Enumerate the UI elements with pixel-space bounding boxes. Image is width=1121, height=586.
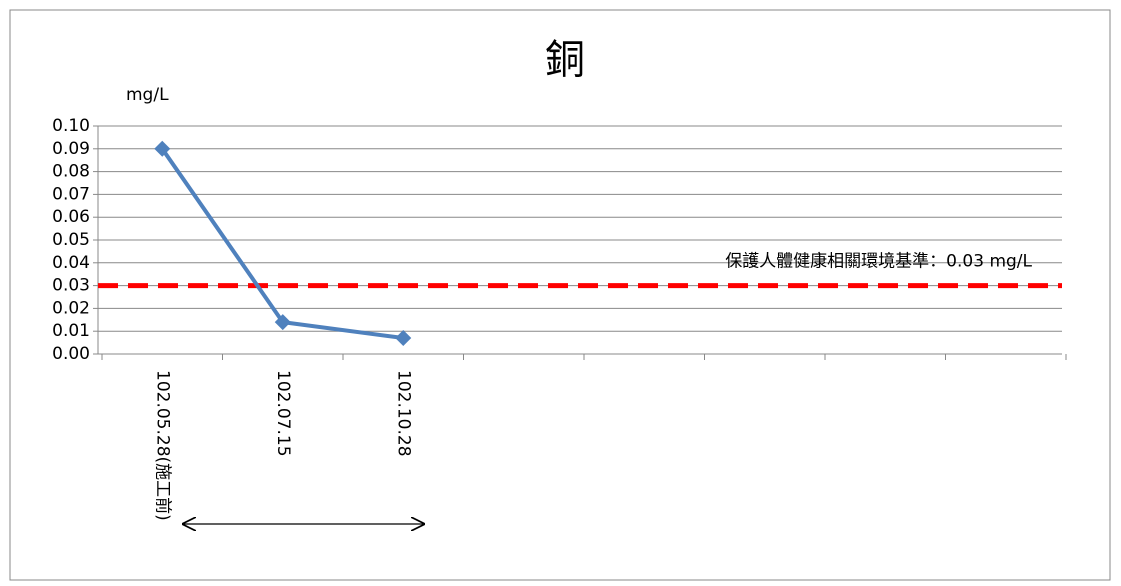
data-point [395,330,412,347]
y-tick-label: 0.08 [52,162,90,182]
x-tick-label: 102.07.15 [273,370,293,457]
y-tick-label: 0.05 [52,230,90,250]
y-tick-label: 0.00 [52,344,90,364]
x-tick-label: 102.05.28(施工前) [152,370,172,521]
y-tick-label: 0.10 [52,116,90,136]
y-tick-label: 0.04 [52,253,90,273]
data-point [154,140,171,157]
x-tick-label: 102.10.28 [393,370,413,457]
chart-title: 銅 [545,37,585,83]
y-tick-label: 0.06 [52,207,90,227]
y-axis-label: mg/L [126,85,169,105]
y-tick-label: 0.02 [52,298,90,318]
y-tick-label: 0.09 [52,139,90,159]
y-tick-label: 0.01 [52,321,90,341]
y-tick-label: 0.07 [52,184,90,204]
reference-label: 保護人體健康相關環境基準：0.03 mg/L [725,252,1032,272]
y-tick-label: 0.03 [52,276,90,296]
chart-border [9,9,1111,581]
data-point [274,314,291,331]
